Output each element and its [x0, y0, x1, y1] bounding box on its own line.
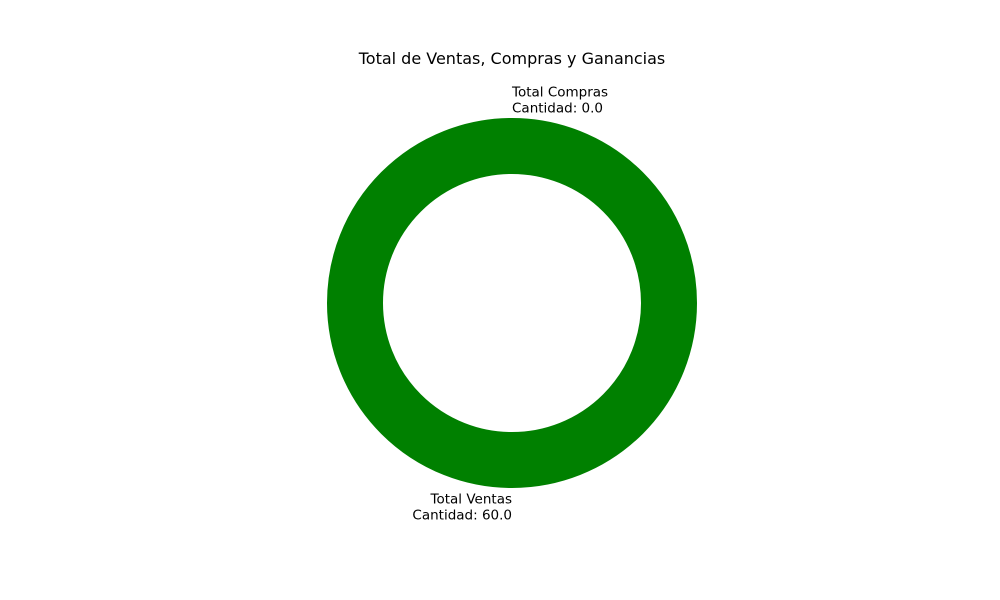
- slice-label-total-compras-name: Total Compras: [511, 85, 608, 101]
- chart-title: Total de Ventas, Compras y Ganancias: [358, 49, 666, 68]
- slice-label-total-compras-amount: Cantidad: 0.0: [512, 101, 603, 117]
- slice-label-total-ventas-name: Total Ventas: [430, 492, 512, 508]
- donut-slices: [327, 118, 697, 488]
- slice-total-ventas: [327, 118, 697, 488]
- slice-label-total-ventas-amount: Cantidad: 60.0: [412, 508, 512, 524]
